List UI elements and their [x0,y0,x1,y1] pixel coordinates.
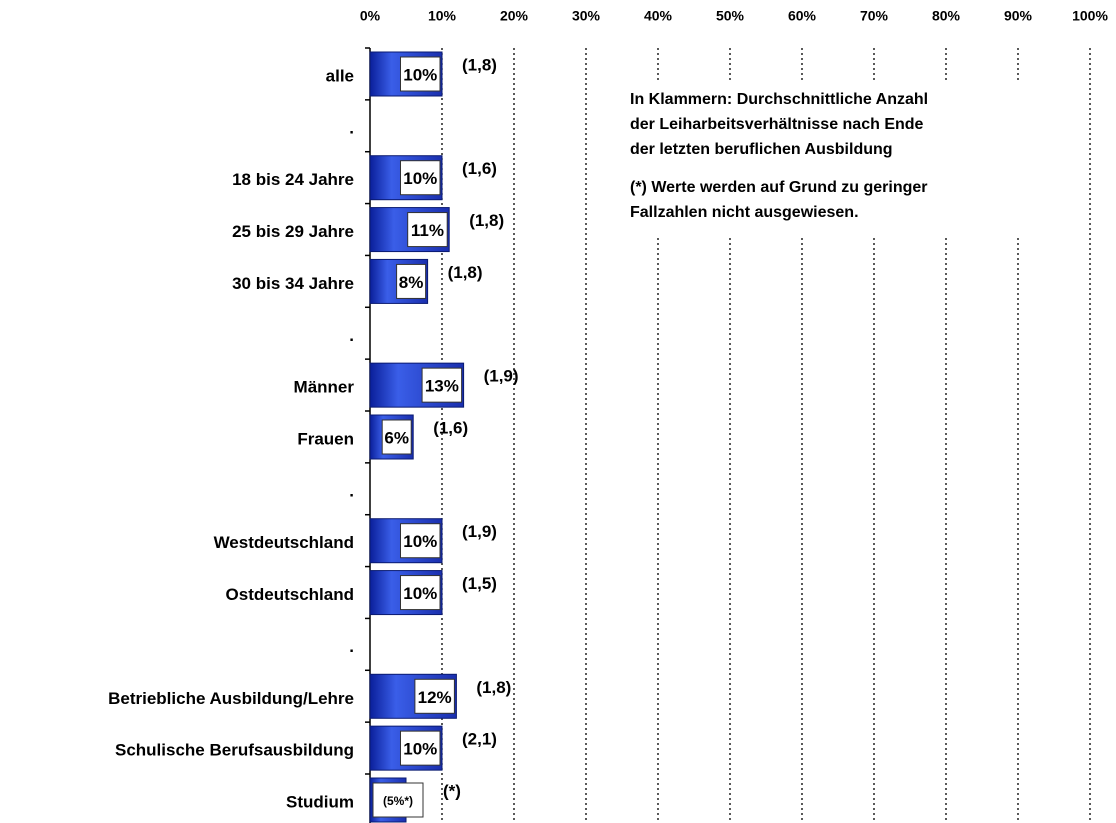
x-tick-label: 80% [932,8,961,24]
note: (1,6) [462,159,497,178]
value-label: 10% [403,65,437,84]
note: (1,5) [462,574,497,593]
category-label: 30 bis 34 Jahre [232,274,354,293]
category-label: Schulische Berufsausbildung [115,741,354,760]
value-label: 8% [399,273,424,292]
category-label: Männer [294,378,355,397]
note: (1,6) [433,418,468,437]
category-label: . [349,118,354,137]
note: (1,8) [462,55,497,74]
category-label: Westdeutschland [214,533,354,552]
annotation: In Klammern: Durchschnittliche Anzahl [630,91,928,108]
annotation: (*) Werte werden auf Grund zu geringer [630,179,928,196]
value-label: (5%*) [383,794,413,808]
value-label-box [400,730,441,766]
category-label: Studium [286,792,354,811]
x-tick-label: 60% [788,8,817,24]
note: (2,1) [462,730,497,749]
category-label: . [349,326,354,345]
annotation: Fallzahlen nicht ausgewiesen. [630,204,859,221]
annotation: der letzten beruflichen Ausbildung [630,141,893,158]
category-label: . [349,481,354,500]
x-tick-label: 10% [428,8,457,24]
x-tick-label: 30% [572,8,601,24]
annotation: der Leiharbeitsverhältnisse nach Ende [630,116,924,133]
note: (1,9) [484,367,519,386]
category-label: 18 bis 24 Jahre [232,170,354,189]
value-label-box [407,212,448,248]
value-label-box [381,419,412,455]
category-label: Ostdeutschland [226,585,354,604]
category-label: 25 bis 29 Jahre [232,222,354,241]
value-label: 6% [384,428,409,447]
value-label-box [400,575,441,611]
value-label: 10% [403,532,437,551]
note: (1,8) [476,678,511,697]
value-label-box [400,523,441,559]
value-label-box [400,160,441,196]
x-tick-label: 100% [1072,8,1108,24]
value-label-box [400,56,441,92]
value-label: 12% [418,688,452,707]
note: (1,8) [469,211,504,230]
value-label-box [421,367,463,403]
x-tick-label: 50% [716,8,745,24]
note: (1,8) [448,263,483,282]
annotation-bg [622,80,1062,235]
note: (*) [443,781,461,800]
value-label: 11% [411,221,444,240]
value-label: 10% [403,740,437,759]
category-label: alle [326,66,354,85]
value-label-box [414,678,455,714]
x-tick-label: 70% [860,8,889,24]
value-label-box [372,782,424,818]
category-label: Betriebliche Ausbildung/Lehre [108,689,354,708]
category-label: Frauen [297,429,354,448]
category-label: . [349,637,354,656]
value-label: 10% [403,584,437,603]
value-label: 10% [403,169,437,188]
x-tick-label: 0% [360,8,381,24]
value-label-box [396,263,427,299]
x-tick-label: 40% [644,8,673,24]
x-tick-label: 90% [1004,8,1033,24]
x-tick-label: 20% [500,8,529,24]
value-label: 13% [425,377,459,396]
note: (1,9) [462,522,497,541]
